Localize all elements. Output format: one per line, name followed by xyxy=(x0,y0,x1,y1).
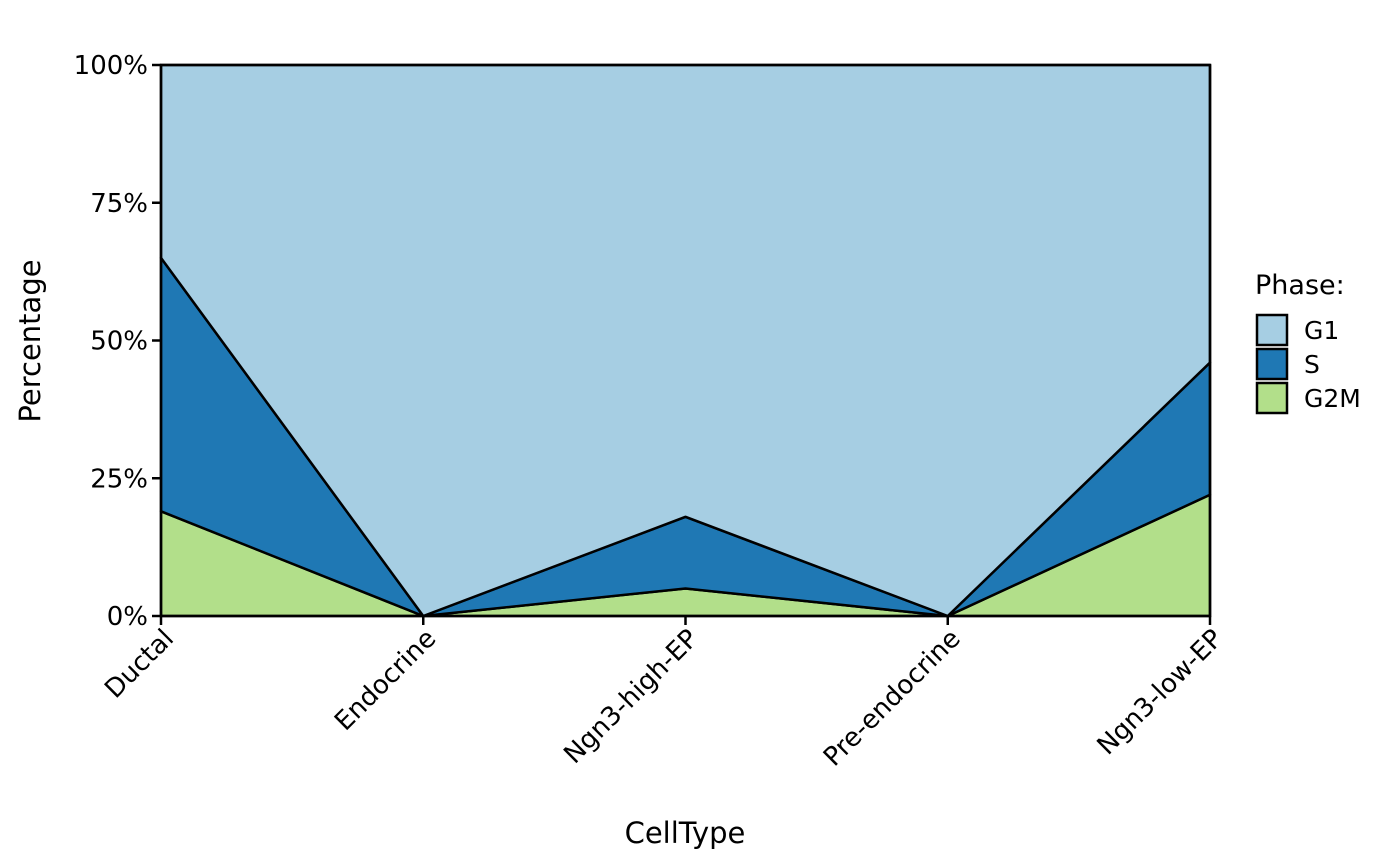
y-tick-label: 100% xyxy=(74,51,148,81)
y-tick-label: 75% xyxy=(90,189,148,219)
x-tick-label: Ngn3-high-EP xyxy=(558,624,704,770)
x-axis: Ductal Endocrine Ngn3-high-EP Pre-endocrine… xyxy=(99,616,1229,772)
legend-label-s: S xyxy=(1304,350,1320,379)
x-tick-label: Ductal xyxy=(99,624,180,705)
legend-key-g1 xyxy=(1255,313,1289,347)
x-axis-title: CellType xyxy=(625,816,746,850)
x-tick-label: Endocrine xyxy=(329,624,442,737)
legend-key-s xyxy=(1255,347,1289,381)
area-layers xyxy=(159,63,1212,618)
legend: Phase: G1 S G2M xyxy=(1255,270,1361,415)
legend-key-g2m xyxy=(1255,381,1289,415)
y-tick-label: 0% xyxy=(107,602,148,632)
legend-title: Phase: xyxy=(1255,270,1345,301)
y-axis-title: Percentage xyxy=(13,259,47,422)
x-tick-label: Ngn3-low-EP xyxy=(1092,624,1229,761)
x-tick-label: Pre-endocrine xyxy=(818,624,967,773)
y-axis: 0% 25% 50% 75% 100% xyxy=(74,51,161,632)
legend-label-g1: G1 xyxy=(1304,316,1339,345)
y-tick-label: 25% xyxy=(90,464,148,494)
legend-label-g2m: G2M xyxy=(1304,384,1361,413)
y-tick-label: 50% xyxy=(90,327,148,357)
